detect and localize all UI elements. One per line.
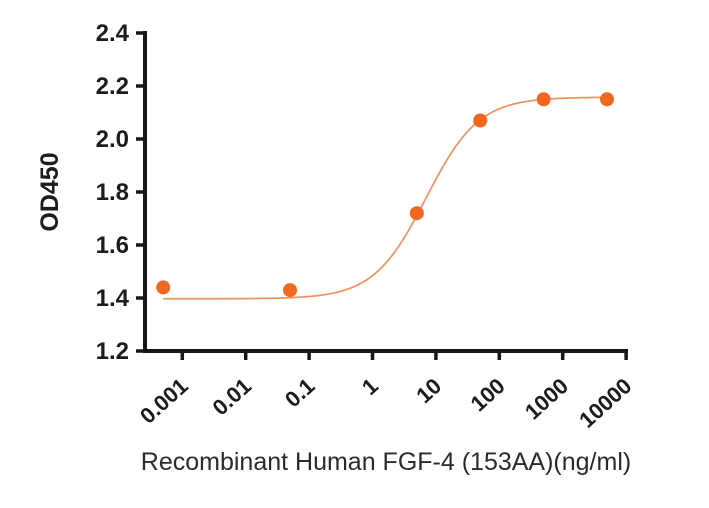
data-point [156, 280, 171, 295]
y-tick-label: 1.4 [96, 285, 130, 312]
x-tick-label: 0.001 [135, 373, 193, 428]
y-tick-label: 1.2 [96, 338, 129, 365]
x-axis-title: Recombinant Human FGF-4 (153AA)(ng/ml) [141, 448, 631, 476]
y-tick-label: 2.4 [96, 20, 130, 47]
x-tick-label: 0.01 [207, 373, 256, 420]
y-axis-title: OD450 [36, 152, 64, 231]
x-tick-label: 100 [466, 373, 510, 416]
data-points [156, 92, 614, 298]
data-point [473, 113, 488, 128]
data-point [600, 92, 614, 107]
data-point [409, 206, 424, 221]
fit-curve [163, 96, 608, 300]
x-tick-label: 1000 [520, 373, 573, 424]
x-axis-ticks [180, 351, 628, 360]
y-axis-ticks [136, 31, 145, 353]
data-point [283, 283, 297, 298]
x-tick-label: 10000 [574, 373, 636, 433]
y-tick-label: 2.0 [96, 126, 129, 153]
x-tick-labels: 0.001 0.01 0.1 1 10 100 1000 10000 [135, 373, 636, 433]
y-tick-label: 1.8 [96, 179, 129, 206]
x-tick-label: 10 [411, 373, 446, 408]
y-tick-labels: 1.2 1.4 1.6 1.8 2.0 2.2 2.4 [96, 20, 130, 365]
x-tick-label: 1 [357, 373, 383, 400]
y-tick-label: 2.2 [96, 73, 129, 100]
x-tick-label: 0.1 [280, 373, 319, 412]
y-tick-label: 1.6 [96, 232, 129, 259]
data-point [536, 92, 551, 107]
axis-spine [143, 31, 628, 353]
